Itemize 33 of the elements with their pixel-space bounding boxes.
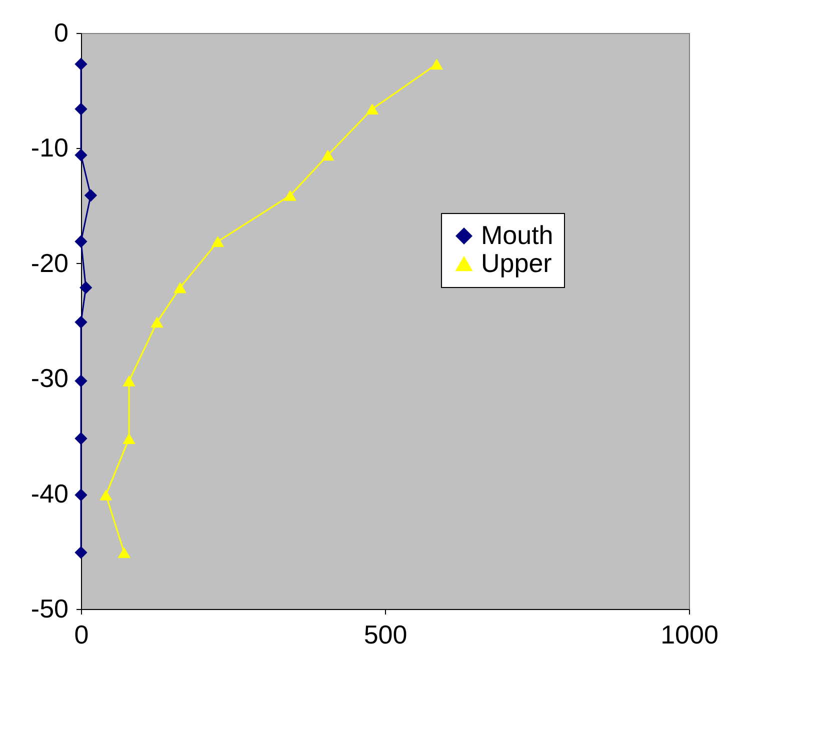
legend-label: Mouth xyxy=(481,220,554,250)
point xyxy=(74,546,88,559)
point xyxy=(74,488,88,502)
point xyxy=(174,282,186,294)
point xyxy=(80,281,92,294)
point xyxy=(74,374,88,388)
point xyxy=(74,235,88,248)
point xyxy=(211,236,224,247)
y-tick-label: -20 xyxy=(30,248,68,278)
legend-label: Upper xyxy=(481,248,552,278)
point xyxy=(122,375,136,386)
point xyxy=(74,316,88,328)
point xyxy=(74,58,88,70)
point xyxy=(118,547,130,558)
point xyxy=(284,190,296,201)
point xyxy=(366,104,379,115)
point xyxy=(430,58,444,70)
x-tick-label: 1000 xyxy=(660,620,718,650)
x-tick-label: 500 xyxy=(364,620,408,650)
point xyxy=(74,148,88,162)
point xyxy=(322,150,334,161)
x-tick-label: 0 xyxy=(74,620,89,650)
y-tick-label: -10 xyxy=(30,132,68,163)
y-tick-label: -50 xyxy=(30,594,68,624)
y-tick-label: -30 xyxy=(30,363,68,394)
point xyxy=(100,489,112,500)
point xyxy=(74,432,88,445)
point xyxy=(122,433,136,444)
point xyxy=(74,102,88,116)
y-tick-label: 0 xyxy=(54,18,68,48)
y-tick-label: -40 xyxy=(30,478,68,508)
point xyxy=(150,316,164,328)
point xyxy=(84,189,98,202)
